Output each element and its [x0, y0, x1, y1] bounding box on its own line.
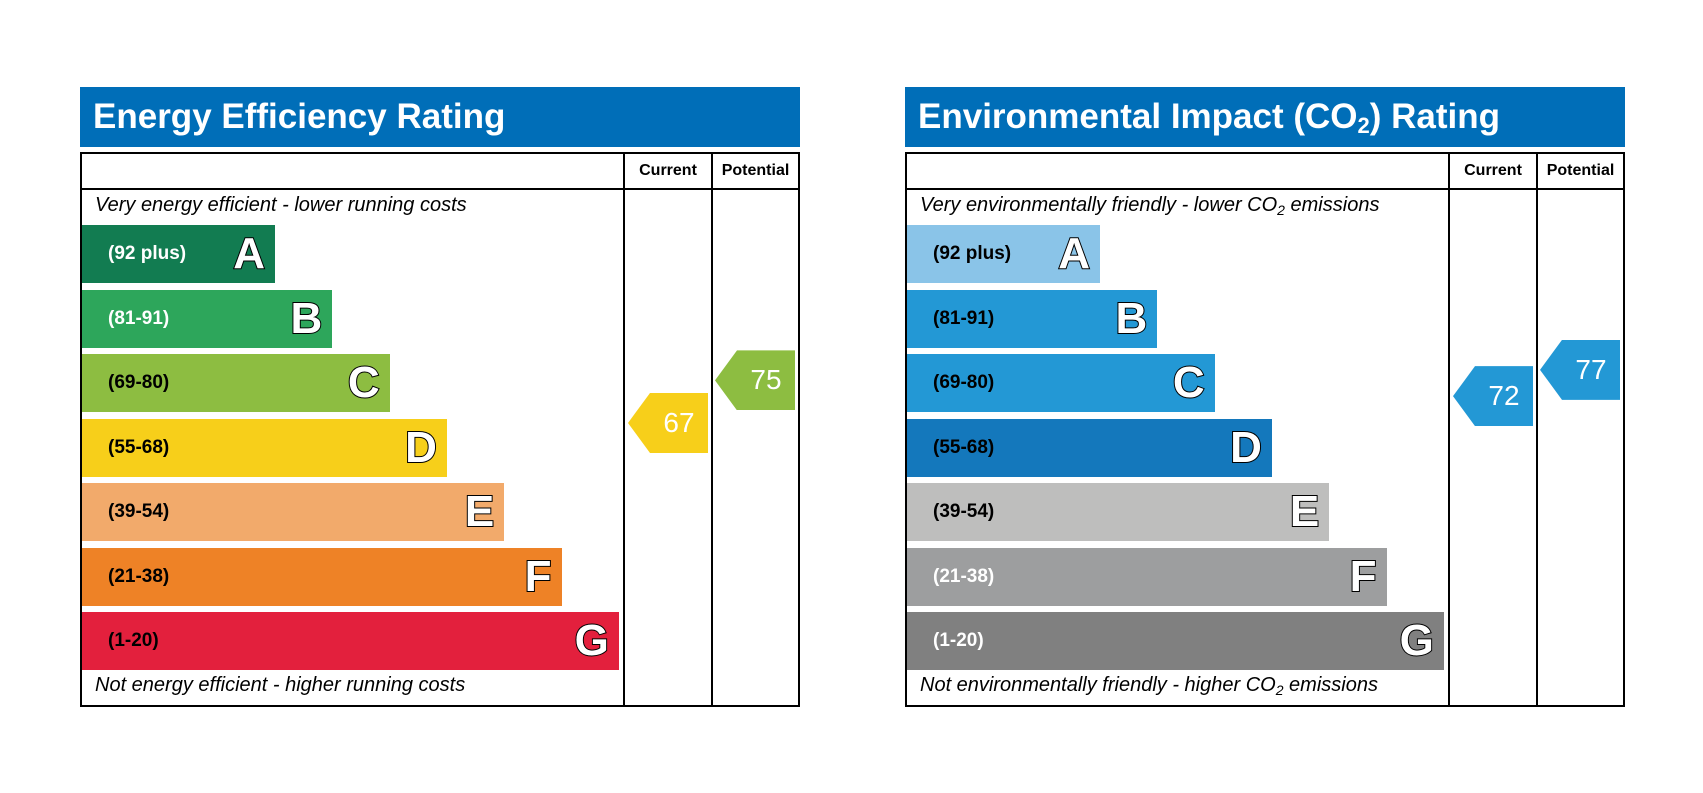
band-range-label: (1-20) — [933, 630, 984, 651]
band-letter: D — [404, 422, 438, 473]
current-column-header: Current — [639, 162, 697, 179]
rating-band-c: (69-80) C — [907, 354, 1215, 412]
chart-frame: Current Potential Very environmentally f… — [905, 152, 1625, 707]
band-letter: G — [574, 615, 610, 666]
top-note: Very energy efficient - lower running co… — [95, 194, 467, 216]
rating-band-d: (55-68) D — [82, 418, 447, 477]
rating-band-e: (39-54) E — [907, 483, 1330, 541]
rating-band-b: (81-91) B — [82, 289, 333, 348]
bottom-note: Not environmentally friendly - higher CO… — [920, 674, 1378, 697]
band-letter: F — [1349, 551, 1378, 602]
current-column-header: Current — [1464, 162, 1522, 179]
current-rating-arrow: 67 — [628, 392, 708, 453]
rating-band-f: (21-38) F — [82, 547, 562, 606]
band-letter: E — [1289, 486, 1320, 537]
column-divider — [1536, 154, 1538, 705]
top-note: Very environmentally friendly - lower CO… — [920, 194, 1379, 217]
band-letter: D — [1229, 422, 1263, 473]
bottom-note-subscript: 2 — [1275, 682, 1284, 698]
environmental-impact-chart: Environmental Impact (CO2) Rating Curren… — [905, 87, 1625, 707]
band-range-label: (69-80) — [933, 372, 995, 393]
potential-rating-arrow: 75 — [715, 350, 795, 411]
band-letter: G — [1399, 615, 1435, 666]
top-note-text: Very environmentally friendly - lower CO — [920, 194, 1278, 216]
current-rating-arrow: 72 — [1453, 366, 1533, 427]
band-range-label: (55-68) — [108, 436, 170, 458]
band-letter: E — [464, 486, 495, 537]
top-note-text-end: emissions — [1284, 194, 1380, 216]
rating-band-b: (81-91) B — [907, 289, 1158, 348]
rating-band-e: (39-54) E — [82, 483, 505, 541]
band-range-label: (39-54) — [108, 501, 170, 522]
energy-efficiency-chart: Energy Efficiency Rating Current Potenti… — [80, 87, 800, 707]
band-letter: B — [290, 293, 324, 344]
potential-column-header: Potential — [1546, 162, 1615, 179]
rating-band-f: (21-38) F — [907, 547, 1387, 606]
current-rating-value: 67 — [663, 406, 695, 438]
bottom-note: Not energy efficient - higher running co… — [95, 674, 466, 696]
rating-band-g: (1-20) G — [907, 612, 1444, 670]
band-range-label: (21-38) — [933, 565, 995, 587]
band-letter: A — [232, 228, 266, 279]
band-range-label: (81-91) — [933, 307, 995, 329]
band-range-label: (92 plus) — [108, 243, 187, 264]
band-range-label: (92 plus) — [933, 243, 1012, 264]
chart-frame: Current Potential Very energy efficient … — [80, 152, 800, 707]
band-letter: F — [524, 551, 553, 602]
header-divider — [907, 188, 1623, 190]
bottom-note-text-end: emissions — [1283, 674, 1378, 696]
band-range-label: (39-54) — [933, 501, 995, 522]
current-rating-value: 72 — [1488, 380, 1520, 412]
rating-band-c: (69-80) C — [82, 354, 390, 412]
potential-rating-value: 75 — [750, 364, 782, 396]
rating-band-a: (92 plus) A — [907, 225, 1100, 283]
band-letter: B — [1115, 293, 1149, 344]
rating-band-a: (92 plus) A — [82, 225, 275, 283]
band-letter: C — [1172, 357, 1206, 408]
band-range-label: (55-68) — [933, 436, 995, 458]
column-divider — [711, 154, 713, 705]
potential-rating-value: 77 — [1575, 353, 1607, 385]
rating-band-g: (1-20) G — [82, 612, 619, 670]
column-divider — [623, 154, 625, 705]
rating-band-d: (55-68) D — [907, 418, 1272, 477]
title-text: Environmental Impact (CO — [918, 97, 1358, 136]
column-divider — [1448, 154, 1450, 705]
chart-title: Energy Efficiency Rating — [80, 87, 800, 147]
top-note-subscript: 2 — [1277, 202, 1285, 218]
bottom-note-text: Not environmentally friendly - higher CO — [920, 674, 1276, 696]
header-divider — [82, 188, 798, 190]
potential-column-header: Potential — [721, 162, 790, 179]
band-range-label: (69-80) — [108, 372, 170, 393]
potential-rating-arrow: 77 — [1540, 339, 1620, 400]
band-range-label: (1-20) — [108, 630, 159, 651]
band-letter: A — [1057, 228, 1091, 279]
band-range-label: (81-91) — [108, 307, 170, 329]
title-text-end: ) Rating — [1369, 97, 1501, 136]
band-letter: C — [347, 357, 381, 408]
chart-title: Environmental Impact (CO2) Rating — [905, 87, 1625, 147]
band-range-label: (21-38) — [108, 565, 170, 587]
title-subscript: 2 — [1357, 113, 1370, 138]
